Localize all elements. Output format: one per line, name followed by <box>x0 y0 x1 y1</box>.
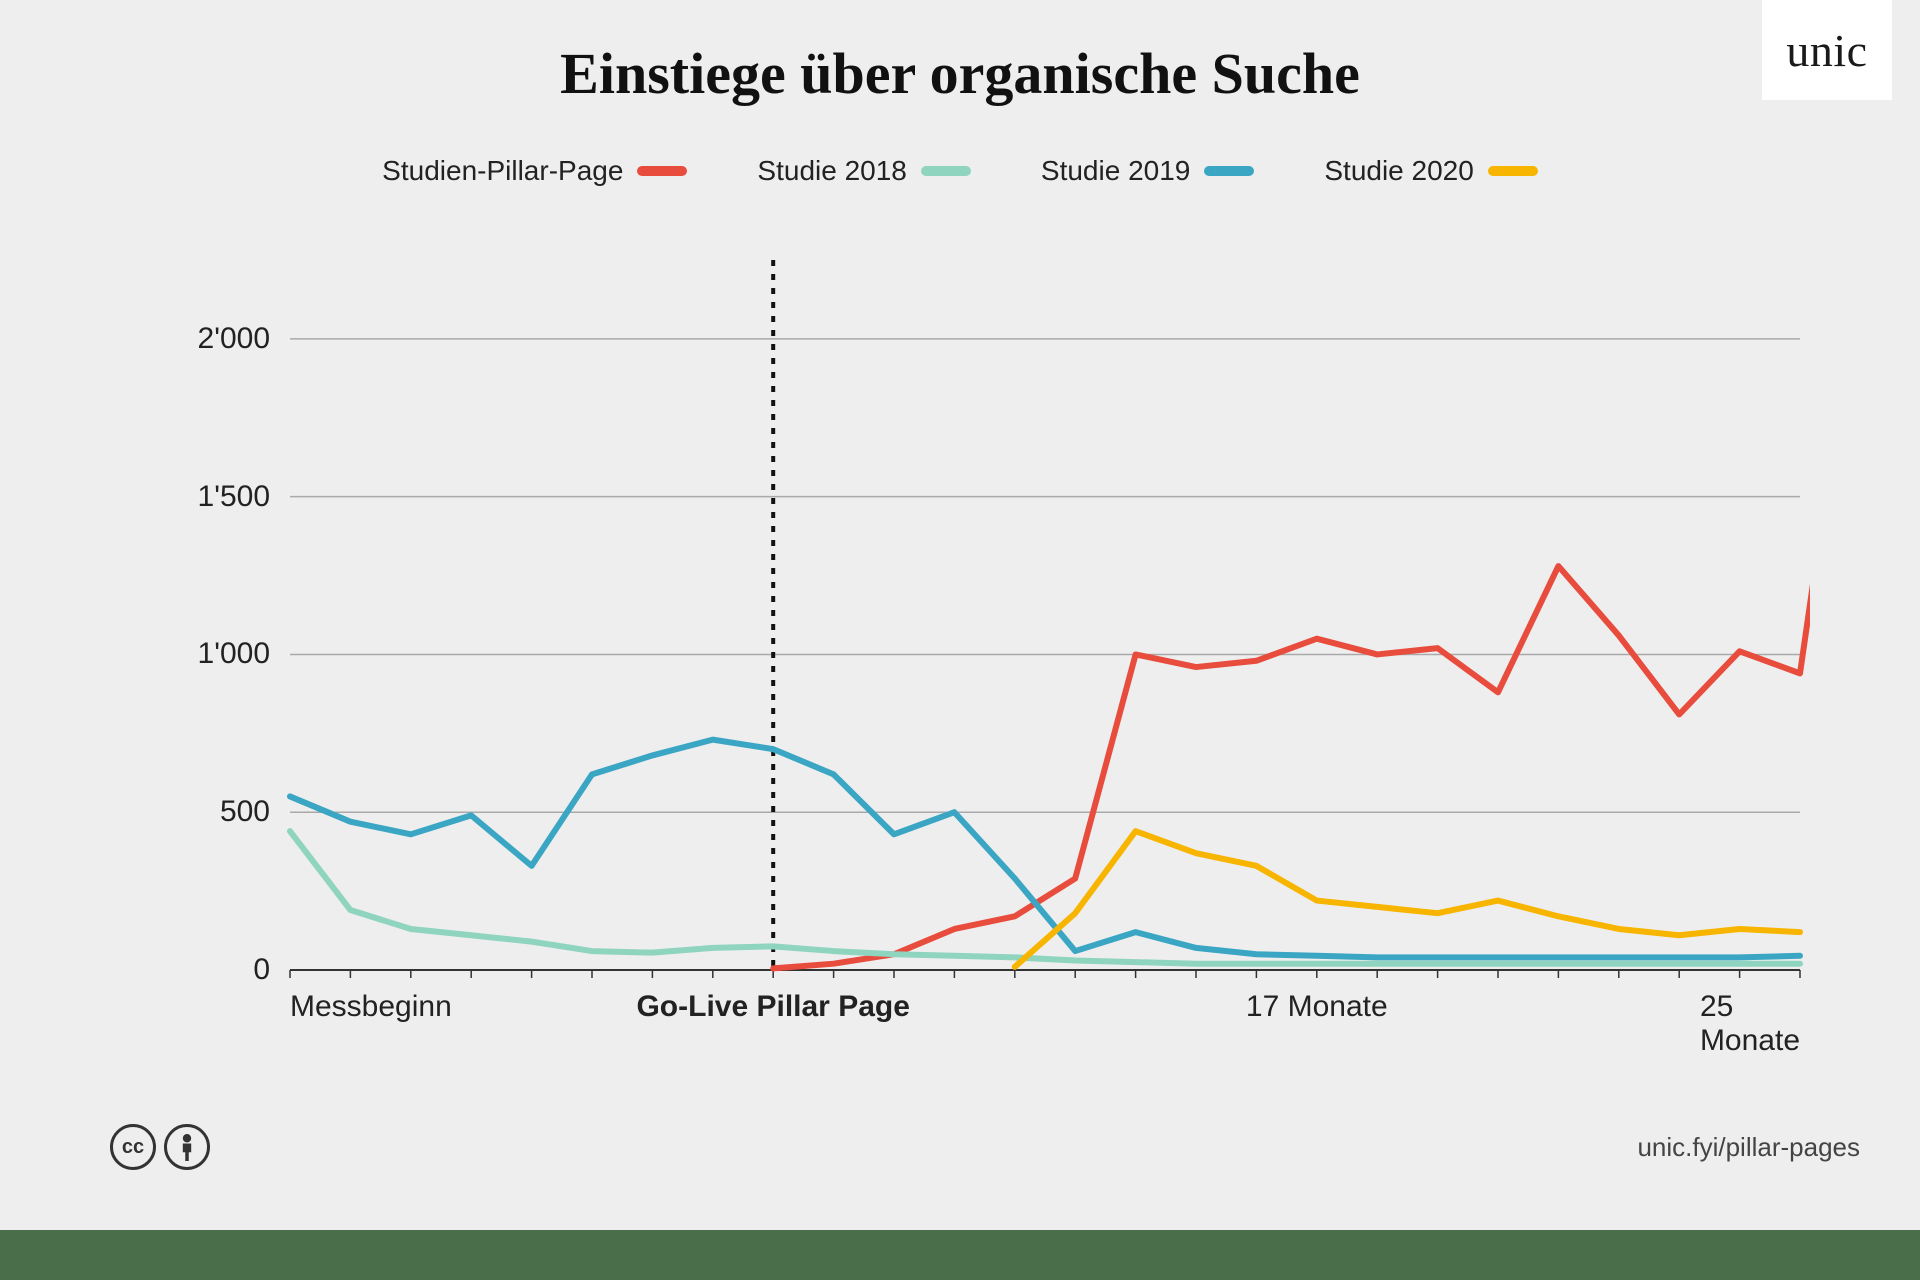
chart-plot-area: 0 500 1'000 1'500 2'000 Messbeginn Go-Live Pi… <box>110 250 1810 1030</box>
x-axis-tick-label: 25 Monate <box>1700 990 1800 1058</box>
legend-label: Studie 2020 <box>1324 155 1473 187</box>
chart-svg <box>110 250 1810 1030</box>
legend-swatch <box>637 166 687 176</box>
legend-label: Studie 2018 <box>757 155 906 187</box>
y-axis-tick-label: 1'500 <box>120 480 270 514</box>
legend-swatch <box>1204 166 1254 176</box>
chart-title: Einstiege über organische Suche <box>0 40 1920 107</box>
chart-legend: Studien-Pillar-Page Studie 2018 Studie 201… <box>0 155 1920 187</box>
footer-link-text: unic.fyi/pillar-pages <box>1637 1132 1860 1163</box>
legend-label: Studie 2019 <box>1041 155 1190 187</box>
legend-swatch <box>921 166 971 176</box>
y-axis-tick-label: 500 <box>120 795 270 829</box>
legend-item: Studien-Pillar-Page <box>382 155 687 187</box>
cc-icon: cc <box>110 1124 156 1170</box>
legend-item: Studie 2020 <box>1324 155 1537 187</box>
legend-item: Studie 2018 <box>757 155 970 187</box>
chart-footer: cc unic.fyi/pillar-pages <box>110 1124 1860 1170</box>
y-axis-tick-label: 2'000 <box>120 322 270 356</box>
chart-card: unic Einstiege über organische Suche Stu… <box>0 0 1920 1230</box>
legend-label: Studien-Pillar-Page <box>382 155 623 187</box>
y-axis-tick-label: 0 <box>120 953 270 987</box>
y-axis-tick-label: 1'000 <box>120 637 270 671</box>
attribution-icon <box>164 1124 210 1170</box>
x-axis-tick-label: Go-Live Pillar Page <box>636 990 909 1024</box>
x-axis-tick-label: 17 Monate <box>1246 990 1388 1024</box>
x-axis-tick-label: Messbeginn <box>290 990 452 1024</box>
license-icons: cc <box>110 1124 210 1170</box>
footer-band <box>0 1230 1920 1280</box>
legend-swatch <box>1488 166 1538 176</box>
legend-item: Studie 2019 <box>1041 155 1254 187</box>
